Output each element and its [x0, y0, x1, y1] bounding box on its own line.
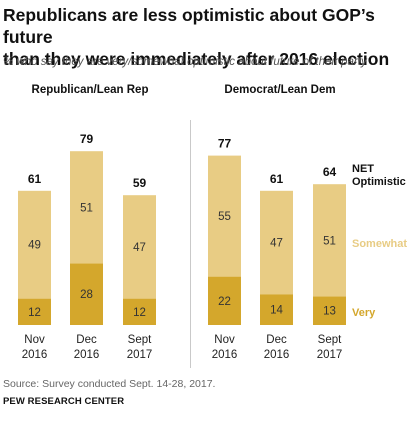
data-label-net: 61	[28, 172, 42, 186]
data-label-somewhat: 47	[270, 238, 283, 250]
panel-title-democrat: Democrat/Lean Dem	[224, 84, 336, 96]
data-label-very: 12	[133, 307, 146, 319]
x-tick-label: Dec	[266, 334, 287, 346]
bar-somewhat	[313, 184, 346, 297]
bar-somewhat	[123, 195, 156, 299]
x-tick-label: Sept	[128, 334, 152, 346]
chart-title: Republicans are less optimistic about GO…	[3, 4, 417, 70]
legend-somewhat: Somewhat	[352, 238, 407, 250]
data-label-net: 61	[270, 172, 284, 186]
data-label-net: 77	[218, 137, 232, 151]
data-label-very: 28	[80, 289, 93, 301]
x-tick-label: Nov	[24, 334, 45, 346]
bar-very	[260, 294, 293, 325]
data-label-very: 12	[28, 307, 41, 319]
organization-name: PEW RESEARCH CENTER	[3, 396, 125, 407]
chart-title-line-2: than they were immediately after 2016 el…	[3, 49, 390, 69]
x-tick-label: Sept	[318, 334, 342, 346]
data-label-net: 64	[323, 165, 337, 179]
data-label-very: 14	[270, 305, 283, 317]
bar-very	[18, 298, 51, 325]
bar-somewhat	[18, 190, 51, 299]
data-label-somewhat: 51	[80, 202, 93, 214]
chart-subtitle: % who say they are very/somewhat optimis…	[3, 56, 367, 68]
data-label-somewhat: 51	[323, 235, 336, 247]
data-label-net: 59	[133, 176, 147, 190]
x-tick-label: 2017	[127, 349, 153, 361]
data-label-very: 22	[218, 296, 231, 308]
data-label-somewhat: 49	[28, 240, 41, 252]
panel-title-republican: Republican/Lean Rep	[31, 84, 149, 96]
data-label-somewhat: 47	[133, 242, 146, 254]
data-label-somewhat: 55	[218, 211, 231, 223]
bar-somewhat	[70, 151, 103, 264]
data-label-very: 13	[323, 306, 336, 318]
legend-net-optimistic: NET	[352, 163, 374, 175]
x-tick-label: 2016	[22, 349, 48, 361]
bar-somewhat	[260, 190, 293, 295]
legend-net-optimistic: Optimistic	[352, 176, 406, 188]
x-tick-label: Dec	[76, 334, 97, 346]
x-tick-label: Nov	[214, 334, 235, 346]
legend-very: Very	[352, 307, 376, 319]
bar-somewhat	[208, 155, 241, 277]
x-tick-label: 2016	[212, 349, 238, 361]
bar-very	[70, 263, 103, 325]
bar-very	[123, 298, 156, 325]
chart-title-line-1: Republicans are less optimistic about GO…	[3, 5, 375, 47]
panel-divider	[190, 120, 191, 368]
x-tick-label: 2017	[317, 349, 343, 361]
bar-very	[313, 296, 346, 325]
bar-very	[208, 276, 241, 325]
x-tick-label: 2016	[74, 349, 100, 361]
source-note: Source: Survey conducted Sept. 14-28, 20…	[3, 378, 216, 390]
data-label-net: 79	[80, 132, 94, 146]
x-tick-label: 2016	[264, 349, 290, 361]
